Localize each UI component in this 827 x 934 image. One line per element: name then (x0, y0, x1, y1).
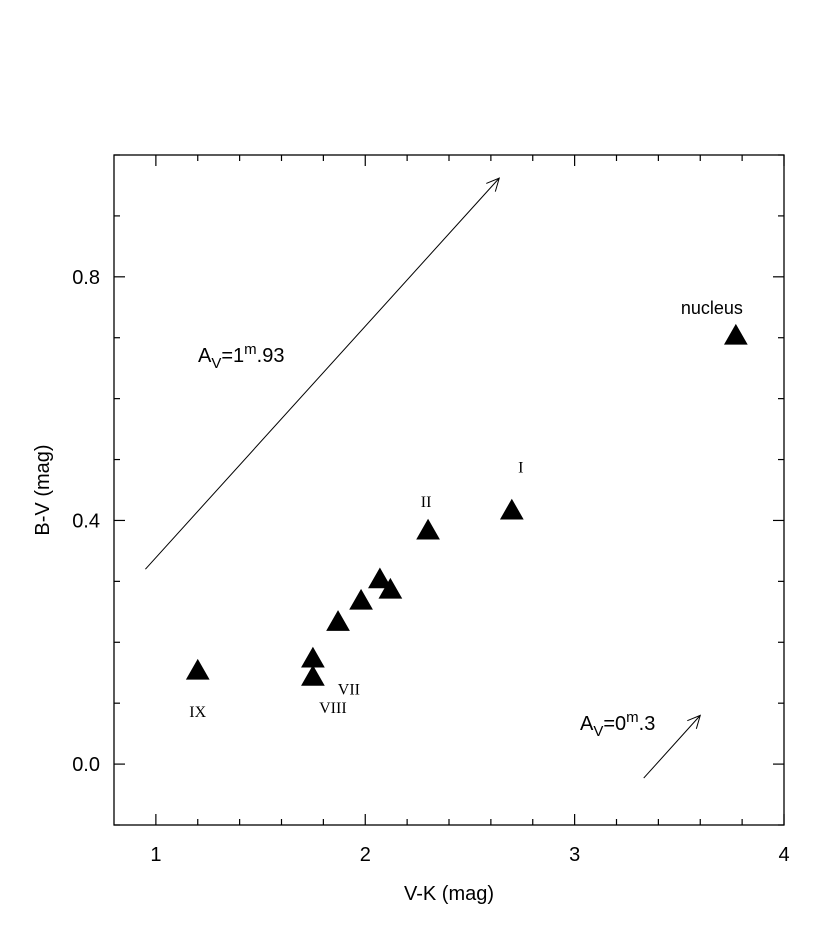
arrow-head (486, 177, 501, 192)
arrow-shaft (145, 177, 500, 570)
y-tick-label: 0.0 (72, 754, 100, 776)
arrow-head (687, 714, 702, 729)
triangle-marker (368, 567, 392, 589)
point-label: II (421, 494, 432, 511)
x-axis-title: V-K (mag) (404, 883, 494, 905)
triangle-marker (301, 646, 325, 668)
axis-tick-labels: 1 2 3 4 0.0 0.4 0.8 (72, 267, 789, 866)
extinction-label: AV=0m.3 (580, 709, 655, 740)
triangle-marker (499, 498, 524, 520)
triangle-marker (326, 610, 350, 631)
triangle-marker (378, 577, 403, 599)
y-axis-title: B-V (mag) (32, 444, 54, 535)
triangle-marker (416, 518, 440, 540)
triangle-marker (349, 588, 373, 610)
x-tick-label: 3 (569, 844, 580, 866)
data-points (185, 323, 748, 686)
x-tick-label: 1 (150, 844, 161, 866)
point-label: VIII (319, 700, 347, 717)
arrow-shaft (643, 715, 701, 779)
plot-frame (113, 154, 785, 826)
x-tick-label: 4 (778, 844, 789, 866)
y-tick-label: 0.4 (72, 510, 100, 532)
point-label: I (518, 460, 523, 477)
triangle-marker (301, 664, 325, 686)
y-tick-label: 0.8 (72, 267, 100, 289)
triangle-marker (723, 323, 748, 345)
axis-ticks (114, 154, 785, 826)
x-tick-label: 2 (360, 844, 371, 866)
point-label: VII (338, 682, 360, 699)
point-label: nucleus (681, 298, 743, 318)
extinction-arrows: AV=1m.93 AV=0m.3 (145, 177, 702, 779)
triangle-marker (185, 658, 210, 680)
point-label: IX (189, 704, 206, 721)
extinction-label: AV=1m.93 (198, 341, 284, 372)
